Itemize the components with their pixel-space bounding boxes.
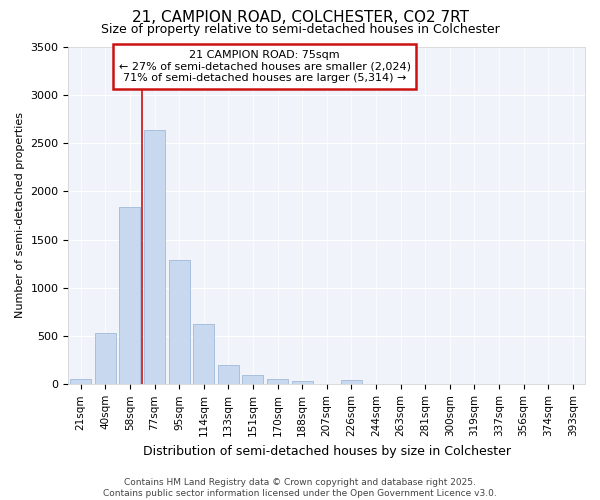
Bar (341, 380, 362, 384)
Bar (95, 333, 116, 384)
Text: 21, CAMPION ROAD, COLCHESTER, CO2 7RT: 21, CAMPION ROAD, COLCHESTER, CO2 7RT (131, 10, 469, 25)
Bar (169, 260, 190, 384)
Text: Size of property relative to semi-detached houses in Colchester: Size of property relative to semi-detach… (101, 22, 499, 36)
Y-axis label: Number of semi-detached properties: Number of semi-detached properties (15, 112, 25, 318)
Bar (218, 366, 239, 384)
Bar (242, 374, 263, 384)
X-axis label: Distribution of semi-detached houses by size in Colchester: Distribution of semi-detached houses by … (143, 444, 511, 458)
Bar (70, 378, 91, 384)
Bar (119, 206, 140, 384)
Bar (267, 380, 288, 384)
Text: 21 CAMPION ROAD: 75sqm
← 27% of semi-detached houses are smaller (2,024)
71% of : 21 CAMPION ROAD: 75sqm ← 27% of semi-det… (119, 50, 411, 83)
Bar (292, 381, 313, 384)
Bar (193, 324, 214, 384)
Text: Contains HM Land Registry data © Crown copyright and database right 2025.
Contai: Contains HM Land Registry data © Crown c… (103, 478, 497, 498)
Bar (144, 130, 165, 384)
